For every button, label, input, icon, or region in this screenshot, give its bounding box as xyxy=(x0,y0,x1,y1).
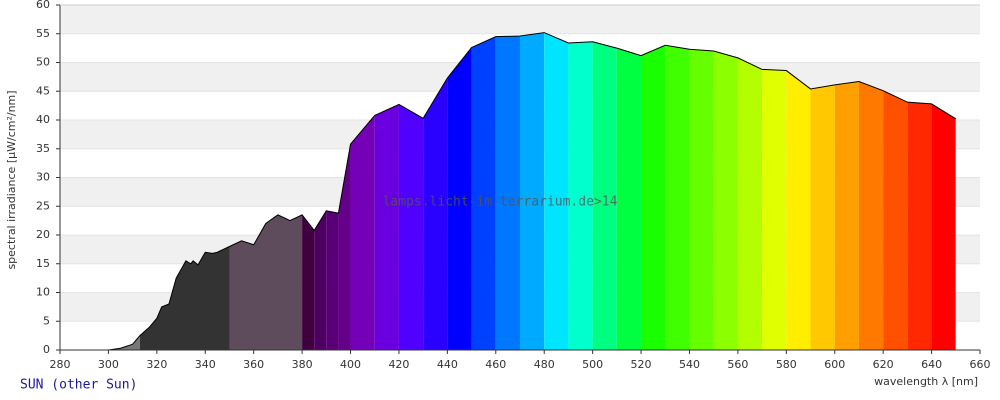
spectrum-band xyxy=(447,32,472,350)
y-tick-label: 30 xyxy=(36,171,50,184)
spectrum-band xyxy=(616,32,642,350)
x-tick-label: 620 xyxy=(873,358,894,371)
spectrum-band xyxy=(495,32,520,350)
caption: SUN (other Sun) xyxy=(20,378,137,393)
y-tick-label: 35 xyxy=(36,142,50,155)
x-tick-label: 460 xyxy=(485,358,506,371)
y-tick-label: 20 xyxy=(36,228,50,241)
spectrum-band xyxy=(520,32,545,350)
x-tick-label: 320 xyxy=(146,358,167,371)
y-axis-label: spectral irradiance [µW/cm²/nm] xyxy=(5,90,18,269)
x-tick-label: 640 xyxy=(921,358,942,371)
spectrum-band xyxy=(737,32,763,350)
spectrum-band xyxy=(471,32,496,350)
y-tick-label: 15 xyxy=(36,257,50,270)
spectrum-band xyxy=(568,32,593,350)
spectrum-band xyxy=(592,32,617,350)
y-tick-label: 50 xyxy=(36,56,50,69)
y-tick-label: 5 xyxy=(43,314,50,327)
x-tick-label: 340 xyxy=(195,358,216,371)
x-tick-label: 580 xyxy=(776,358,797,371)
spectrum-band xyxy=(689,32,714,350)
y-tick-label: 25 xyxy=(36,199,50,212)
y-tick-label: 40 xyxy=(36,113,50,126)
x-tick-label: 420 xyxy=(388,358,409,371)
y-tick-label: 10 xyxy=(36,286,50,299)
spectrum-band xyxy=(544,32,569,350)
x-tick-label: 400 xyxy=(340,358,361,371)
x-tick-label: 560 xyxy=(727,358,748,371)
spectrum-band xyxy=(834,32,859,350)
spectrum-band xyxy=(665,32,690,350)
spectrum-band xyxy=(713,32,738,350)
y-tick-label: 55 xyxy=(36,27,50,40)
x-tick-label: 280 xyxy=(50,358,71,371)
spectrum-line xyxy=(60,32,957,351)
x-tick-label: 480 xyxy=(534,358,555,371)
x-tick-label: 380 xyxy=(292,358,313,371)
y-tick-label: 60 xyxy=(36,0,50,11)
spectrum-band xyxy=(641,32,666,350)
x-tick-label: 540 xyxy=(679,358,700,371)
x-tick-label: 500 xyxy=(582,358,603,371)
x-tick-label: 520 xyxy=(631,358,652,371)
grid-stripe xyxy=(60,5,980,34)
x-tick-label: 300 xyxy=(98,358,119,371)
watermark: lamps.licht-im-terrarium.de>14 xyxy=(383,195,618,210)
x-tick-label: 360 xyxy=(243,358,264,371)
x-axis-label: wavelength λ [nm] xyxy=(874,375,978,388)
y-tick-label: 45 xyxy=(36,84,50,97)
x-tick-label: 600 xyxy=(824,358,845,371)
y-tick-label: 0 xyxy=(43,343,50,356)
x-tick-label: 660 xyxy=(970,358,991,371)
spectrum-band xyxy=(762,32,787,350)
x-tick-label: 440 xyxy=(437,358,458,371)
